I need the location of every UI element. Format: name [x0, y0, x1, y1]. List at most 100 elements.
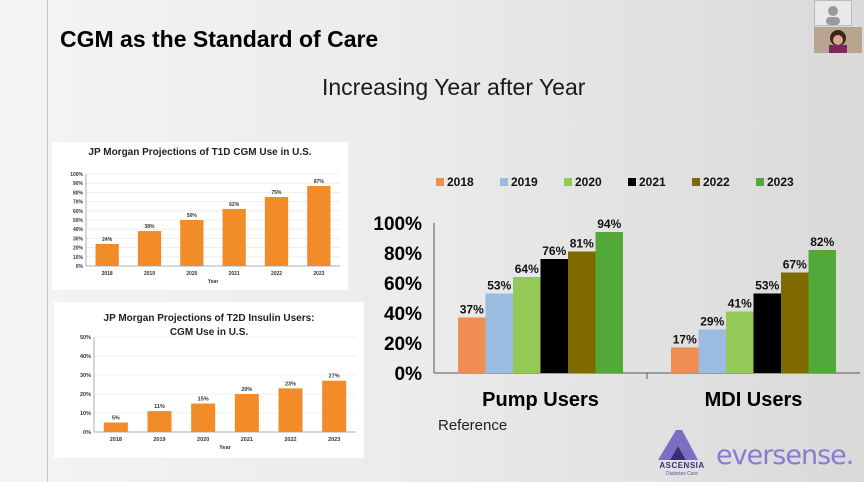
t1d-ytick-label: 50%: [73, 218, 84, 224]
eversense-logo: eversense.: [716, 440, 854, 471]
legend-swatch: [436, 178, 444, 186]
main-bar: [753, 293, 781, 373]
main-bar: [595, 232, 623, 373]
main-data-label: 17%: [673, 333, 697, 347]
main-bar: [781, 272, 809, 373]
t2d-chart-title: JP Morgan Projections of T2D Insulin Use…: [103, 313, 315, 338]
t1d-bar: [180, 220, 204, 266]
legend-label: 2020: [575, 175, 602, 189]
t1d-bar: [95, 243, 119, 266]
ascensia-logo-subtext: Diabetes Care: [666, 471, 698, 477]
t1d-xtick-label: 2018: [102, 271, 113, 277]
legend-swatch: [564, 178, 572, 186]
main-bar: [540, 259, 568, 373]
main-ytick-label: 20%: [384, 334, 422, 355]
participant-video-tile[interactable]: [814, 0, 852, 26]
slide-title: CGM as the Standard of Care: [60, 26, 379, 52]
t1d-ytick-label: 60%: [73, 209, 84, 215]
t1d-cgm-chart: JP Morgan Projections of T1D CGM Use in …: [52, 142, 348, 290]
legend-swatch: [692, 178, 700, 186]
t1d-xtick-label: 2023: [313, 271, 324, 277]
ascensia-logo-icon: [658, 430, 698, 460]
legend-label: 2018: [447, 175, 474, 189]
main-data-label: 37%: [460, 303, 484, 317]
t2d-xtick-label: 2019: [153, 437, 165, 443]
t1d-bar: [222, 208, 246, 266]
t2d-data-label: 23%: [285, 381, 296, 387]
t2d-bar: [147, 411, 172, 432]
main-data-label: 81%: [570, 237, 594, 251]
t1d-ytick-label: 40%: [73, 227, 84, 233]
t2d-bar: [322, 380, 347, 432]
main-data-label: 82%: [810, 235, 834, 249]
t1d-x-axis-title: Year: [208, 279, 219, 285]
t1d-xtick-label: 2022: [271, 271, 282, 277]
legend-label: 2022: [703, 175, 730, 189]
main-ytick-label: 40%: [384, 304, 422, 325]
t2d-cgm-chart: JP Morgan Projections of T2D Insulin Use…: [54, 302, 364, 458]
presenter-avatar-icon: [814, 27, 862, 53]
main-data-label: 53%: [755, 279, 779, 293]
t2d-ytick-label: 40%: [80, 354, 91, 360]
t1d-xtick-label: 2021: [229, 271, 240, 277]
main-ytick-label: 100%: [373, 214, 422, 235]
main-data-label: 53%: [487, 279, 511, 293]
t2d-ytick-label: 30%: [80, 373, 91, 379]
t2d-ytick-label: 50%: [80, 335, 91, 341]
main-data-label: 64%: [515, 262, 539, 276]
t1d-data-label: 50%: [187, 213, 198, 219]
legend-swatch: [756, 178, 764, 186]
t2d-xtick-label: 2021: [241, 437, 253, 443]
t1d-ytick-label: 70%: [73, 200, 84, 206]
t2d-xtick-label: 2023: [328, 437, 340, 443]
legend-swatch: [628, 178, 636, 186]
t1d-ytick-label: 10%: [73, 255, 84, 261]
main-ytick-label: 60%: [384, 274, 422, 295]
t2d-data-label: 20%: [241, 387, 252, 393]
t2d-bar: [234, 394, 259, 432]
main-data-label: 76%: [542, 244, 566, 258]
t1d-ytick-label: 90%: [73, 181, 84, 187]
legend-swatch: [500, 178, 508, 186]
pump-mdi-cgm-chart: 2018 2019 2020 2021 2022 2023 0% 20% 40% 60% 80% 10…: [373, 175, 860, 411]
main-bar: [513, 277, 541, 373]
t1d-bar: [137, 231, 162, 266]
t2d-ytick-label: 10%: [80, 411, 91, 417]
t2d-data-label: 5%: [112, 416, 120, 422]
t1d-ytick-label: 80%: [73, 190, 84, 196]
participant-avatar-icon: [826, 6, 840, 25]
t1d-chart-plot: 0% 10% 20% 30% 40% 50% 60% 70% 80% 90% 100% 24% 2018…: [70, 172, 340, 285]
main-bar: [485, 293, 513, 373]
slide-subtitle: Increasing Year after Year: [322, 74, 586, 100]
t2d-xtick-label: 2020: [197, 437, 209, 443]
legend-label: 2021: [639, 175, 666, 189]
t2d-data-label: 15%: [198, 397, 209, 403]
main-category-label: Pump Users: [482, 389, 599, 411]
t2d-xtick-label: 2022: [284, 437, 296, 443]
main-data-label: 41%: [728, 297, 752, 311]
legend-label: 2019: [511, 175, 538, 189]
t1d-bar: [264, 197, 289, 266]
t1d-ytick-label: 30%: [73, 236, 84, 242]
presenter-video-tile[interactable]: [814, 27, 862, 53]
main-data-label: 94%: [597, 217, 621, 231]
main-bar: [698, 329, 726, 373]
t1d-data-label: 75%: [271, 190, 282, 196]
t2d-x-axis-title: Year: [219, 445, 231, 451]
legend-label: 2023: [767, 175, 794, 189]
t1d-chart-title: JP Morgan Projections of T1D CGM Use in …: [88, 147, 312, 158]
slide-divider: [47, 0, 48, 482]
main-ytick-label: 80%: [384, 244, 422, 265]
t2d-xtick-label: 2018: [110, 437, 122, 443]
reference-link[interactable]: Reference: [438, 417, 508, 434]
t1d-ytick-label: 20%: [73, 246, 84, 252]
t2d-bar: [278, 388, 303, 432]
t1d-data-label: 38%: [144, 224, 155, 230]
t2d-bar: [103, 422, 128, 432]
ascensia-logo-text: ASCENSIA: [659, 461, 705, 470]
main-bar: [726, 311, 754, 373]
t2d-ytick-label: 0%: [83, 430, 91, 436]
t2d-data-label: 11%: [154, 404, 165, 410]
t1d-data-label: 87%: [314, 179, 325, 185]
